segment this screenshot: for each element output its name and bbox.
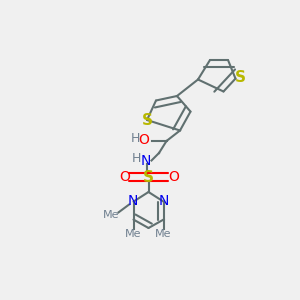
Text: Me: Me	[125, 229, 142, 239]
Text: Me: Me	[103, 210, 119, 220]
Text: Me: Me	[155, 229, 172, 239]
Text: N: N	[140, 154, 151, 168]
Text: O: O	[139, 133, 149, 147]
Text: H: H	[132, 152, 141, 166]
Text: N: N	[128, 194, 138, 208]
Text: S: S	[142, 113, 152, 128]
Text: O: O	[168, 170, 179, 184]
Text: S: S	[143, 169, 154, 184]
Text: H: H	[130, 131, 140, 145]
Text: O: O	[119, 170, 130, 184]
Text: S: S	[235, 70, 245, 86]
Text: N: N	[159, 194, 169, 208]
